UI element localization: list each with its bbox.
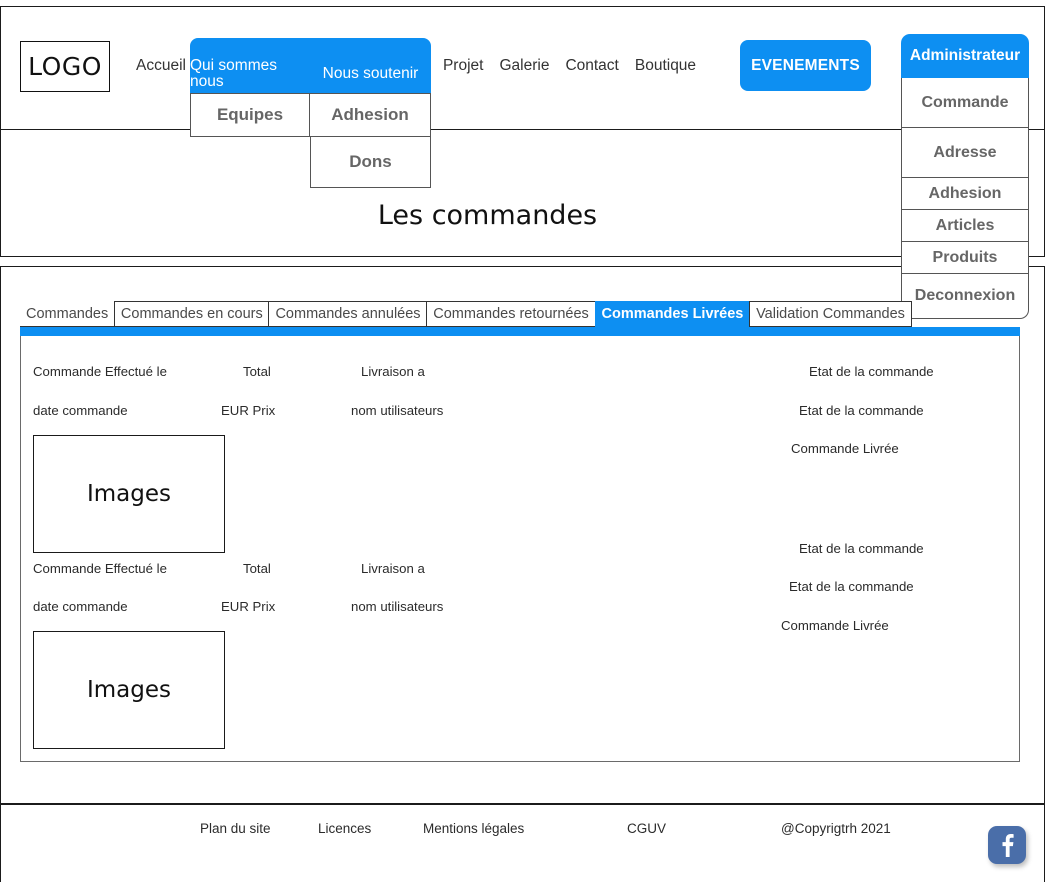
tab-commandes-livrees[interactable]: Commandes Livrées	[594, 301, 751, 327]
order-value-utilisateur: nom utilisateurs	[351, 599, 444, 614]
admin-dropdown: Administrateur Commande Adresse Adhesion…	[901, 34, 1029, 319]
order-header-total: Total	[243, 561, 271, 576]
order-header-livraison: Livraison a	[361, 364, 425, 379]
orders-tabs: Commandes Commandes en cours Commandes a…	[20, 301, 912, 327]
admin-menu-item-produits[interactable]: Produits	[901, 242, 1029, 274]
footer-copyright: @Copyrigtrh 2021	[781, 821, 891, 836]
tab-validation-commandes[interactable]: Validation Commandes	[749, 301, 912, 327]
body-frame	[0, 266, 1045, 804]
order-value-date: date commande	[33, 599, 128, 614]
order-image-placeholder[interactable]: Images	[33, 435, 225, 553]
evenements-button[interactable]: EVENEMENTS	[740, 40, 871, 91]
footer-link-plan-du-site[interactable]: Plan du site	[200, 821, 271, 836]
page-title: Les commandes	[377, 200, 598, 231]
nav-item-contact[interactable]: Contact	[565, 57, 619, 74]
footer-link-mentions-legales[interactable]: Mentions légales	[423, 821, 525, 836]
submenu-item-adhesion[interactable]: Adhesion	[310, 93, 431, 137]
nav-item-galerie[interactable]: Galerie	[499, 57, 550, 74]
submenu-item-dons[interactable]: Dons	[310, 137, 431, 188]
tab-commandes-annulees[interactable]: Commandes annulées	[268, 301, 428, 327]
order-value-etat: Etat de la commande	[799, 403, 924, 418]
footer-frame	[0, 804, 1045, 882]
nav-item-accueil[interactable]: Accueil	[136, 57, 186, 74]
admin-menu-item-articles[interactable]: Articles	[901, 210, 1029, 242]
main-nav: Accueil Projet Galerie Contact Boutique	[128, 53, 704, 79]
order-header-etat: Etat de la commande	[809, 364, 934, 379]
order-value-date: date commande	[33, 403, 128, 418]
tab-commandes-en-cours[interactable]: Commandes en cours	[113, 301, 270, 327]
tab-underline-bar	[20, 327, 1020, 336]
order-header-livraison: Livraison a	[361, 561, 425, 576]
admin-menu-item-commande[interactable]: Commande	[901, 78, 1029, 128]
admin-dropdown-title[interactable]: Administrateur	[901, 34, 1029, 78]
nav-notch	[114, 38, 126, 45]
nav-item-projet[interactable]: Projet	[442, 57, 484, 74]
footer-link-licences[interactable]: Licences	[318, 821, 372, 836]
submenu-item-equipes[interactable]: Equipes	[190, 93, 310, 137]
footer-link-cguv[interactable]: CGUV	[627, 821, 667, 836]
order-header-effectue: Commande Effectué le	[33, 561, 167, 576]
order-status: Commande Livrée	[781, 618, 889, 633]
order-header-total: Total	[243, 364, 271, 379]
orders-panel: Commande Effectué le Total Livraison a E…	[20, 336, 1020, 762]
order-header-effectue: Commande Effectué le	[33, 364, 167, 379]
nav-item-boutique[interactable]: Boutique	[634, 57, 697, 74]
order-value-prix: EUR Prix	[221, 403, 276, 418]
tab-commandes[interactable]: Commandes	[20, 301, 116, 327]
logo[interactable]: LOGO	[20, 41, 110, 92]
admin-menu-item-adresse[interactable]: Adresse	[901, 128, 1029, 178]
admin-menu-item-deconnexion[interactable]: Deconnexion	[901, 274, 1029, 319]
header-frame	[0, 6, 1045, 130]
order-value-etat: Etat de la commande	[789, 579, 914, 594]
order-header-etat: Etat de la commande	[799, 541, 924, 556]
order-status: Commande Livrée	[791, 441, 899, 456]
facebook-icon[interactable]	[988, 826, 1026, 864]
order-image-placeholder[interactable]: Images	[33, 631, 225, 749]
order-value-prix: EUR Prix	[221, 599, 276, 614]
order-value-utilisateur: nom utilisateurs	[351, 403, 444, 418]
nav-item-qui-sommes-nous[interactable]: Qui sommes nous	[190, 38, 310, 93]
nav-highlight-group: Qui sommes nous Nous soutenir	[190, 38, 431, 93]
admin-menu-item-adhesion[interactable]: Adhesion	[901, 178, 1029, 210]
title-frame	[0, 130, 1045, 257]
tab-commandes-retournees[interactable]: Commandes retournées	[426, 301, 596, 327]
nav-item-nous-soutenir[interactable]: Nous soutenir	[310, 38, 431, 93]
